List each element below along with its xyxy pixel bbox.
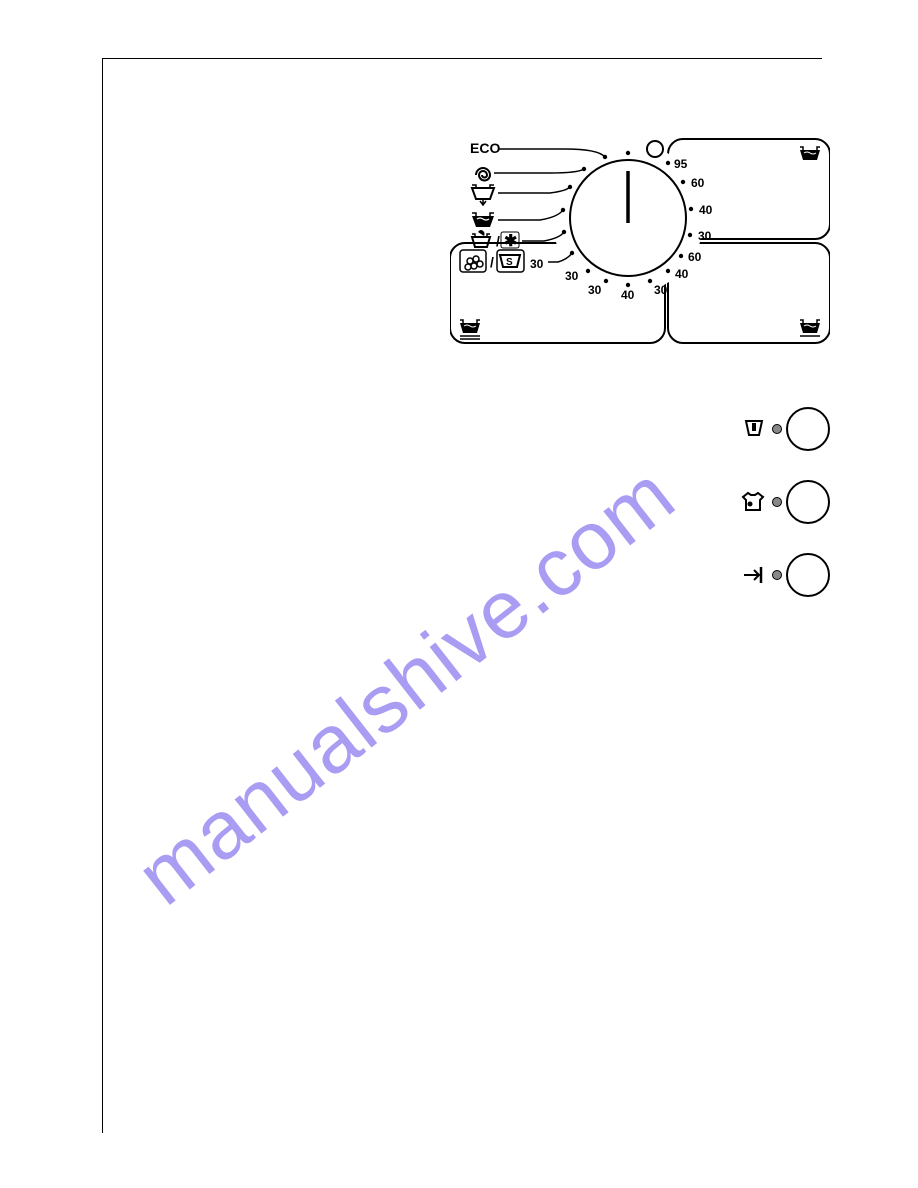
rinse-hold-icon (742, 565, 766, 585)
dial-label: 40 (699, 203, 713, 217)
dial-label: 30 (530, 257, 544, 271)
quick-button[interactable] (786, 480, 830, 524)
prewash-icon (742, 417, 766, 441)
svg-text:/: / (490, 254, 494, 270)
dial-svg: 95 60 40 30 60 40 30 40 30 30 (450, 135, 830, 365)
rinse-hold-button-row (740, 551, 830, 599)
quick-button-row (740, 478, 830, 526)
indicator-dot (772, 424, 782, 434)
svg-text:/: / (496, 233, 500, 249)
program-dial-diagram: 95 60 40 30 60 40 30 40 30 30 (450, 135, 830, 360)
eco-label: ECO (470, 140, 500, 156)
option-buttons-group (740, 405, 830, 624)
dial-label: 30 (654, 283, 668, 297)
indicator-dot (772, 497, 782, 507)
dial-label: 30 (698, 229, 712, 243)
dial-label: 40 (675, 267, 689, 281)
prewash-button[interactable] (786, 407, 830, 451)
dial-label: 60 (688, 250, 702, 264)
dial-label: 30 (565, 269, 579, 283)
shirt-stain-icon (740, 490, 766, 514)
indicator-dot (772, 570, 782, 580)
prewash-button-row (740, 405, 830, 453)
svg-text:✱: ✱ (504, 233, 517, 250)
dial-label: 40 (621, 288, 635, 302)
rinse-hold-button[interactable] (786, 553, 830, 597)
dial-label: 60 (691, 176, 705, 190)
dial-label: 95 (674, 157, 688, 171)
svg-text:S: S (506, 257, 513, 268)
dial-label: 30 (588, 283, 602, 297)
